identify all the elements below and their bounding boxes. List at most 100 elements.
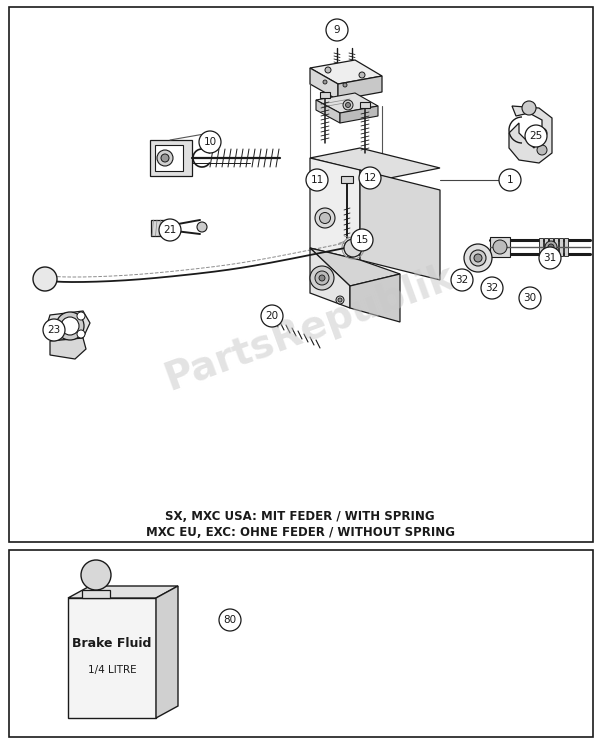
Text: 31: 31 <box>544 253 557 263</box>
Circle shape <box>522 101 536 115</box>
Bar <box>554 238 558 256</box>
Circle shape <box>77 330 85 338</box>
Circle shape <box>325 67 331 73</box>
Text: MXC EU, EXC: OHNE FEDER / WITHOUT SPRING: MXC EU, EXC: OHNE FEDER / WITHOUT SPRING <box>146 526 455 539</box>
Circle shape <box>199 131 221 153</box>
Text: 1: 1 <box>507 175 514 185</box>
Circle shape <box>320 212 330 224</box>
Circle shape <box>537 145 547 155</box>
Circle shape <box>315 271 329 285</box>
Text: 11: 11 <box>311 175 324 185</box>
Polygon shape <box>310 248 400 286</box>
Polygon shape <box>310 60 382 84</box>
Bar <box>155 145 183 171</box>
Text: 1/4 LITRE: 1/4 LITRE <box>88 665 136 675</box>
Bar <box>82 590 110 598</box>
Circle shape <box>61 317 79 335</box>
Circle shape <box>197 222 207 232</box>
Polygon shape <box>350 274 400 322</box>
Circle shape <box>481 277 503 299</box>
Circle shape <box>470 250 486 266</box>
Polygon shape <box>338 76 382 100</box>
Bar <box>151 220 167 236</box>
Circle shape <box>310 266 334 290</box>
Text: 9: 9 <box>334 25 340 35</box>
Polygon shape <box>68 586 178 598</box>
Text: 21: 21 <box>163 225 176 235</box>
Circle shape <box>344 239 362 257</box>
Bar <box>341 176 353 183</box>
Circle shape <box>451 269 473 291</box>
Text: 32: 32 <box>455 275 468 285</box>
Polygon shape <box>156 586 178 718</box>
Circle shape <box>351 229 373 251</box>
Circle shape <box>159 219 181 241</box>
Circle shape <box>336 296 344 304</box>
Text: 12: 12 <box>364 173 377 183</box>
Circle shape <box>474 254 482 262</box>
Text: 23: 23 <box>48 325 61 335</box>
Bar <box>544 238 548 256</box>
Circle shape <box>499 169 521 191</box>
Circle shape <box>493 240 507 254</box>
Circle shape <box>157 150 173 166</box>
Bar <box>490 237 510 257</box>
Circle shape <box>326 19 348 41</box>
Circle shape <box>359 72 365 78</box>
Circle shape <box>343 83 347 87</box>
Text: 10: 10 <box>203 137 217 147</box>
Circle shape <box>525 125 547 147</box>
Text: Brake Fluid: Brake Fluid <box>72 637 152 650</box>
Polygon shape <box>310 248 350 308</box>
Circle shape <box>315 208 335 228</box>
Circle shape <box>519 287 541 309</box>
Circle shape <box>219 609 241 631</box>
Circle shape <box>343 100 353 110</box>
Circle shape <box>56 312 84 340</box>
Text: 30: 30 <box>523 293 536 303</box>
Text: SX, MXC USA: MIT FEDER / WITH SPRING: SX, MXC USA: MIT FEDER / WITH SPRING <box>165 509 435 523</box>
Circle shape <box>261 305 283 327</box>
Bar <box>360 102 370 108</box>
Bar <box>559 238 563 256</box>
Circle shape <box>323 80 327 84</box>
Polygon shape <box>360 170 440 280</box>
Polygon shape <box>310 68 338 100</box>
Circle shape <box>306 169 328 191</box>
Bar <box>539 238 543 256</box>
Bar <box>9 7 593 542</box>
Circle shape <box>161 154 169 162</box>
Circle shape <box>537 128 547 138</box>
Polygon shape <box>340 106 378 123</box>
Circle shape <box>545 241 557 253</box>
Text: 15: 15 <box>355 235 368 245</box>
Polygon shape <box>316 100 340 123</box>
Text: 80: 80 <box>223 615 237 625</box>
Circle shape <box>319 275 325 281</box>
Circle shape <box>346 102 350 108</box>
Circle shape <box>43 319 65 341</box>
Polygon shape <box>46 311 90 341</box>
Polygon shape <box>310 148 440 178</box>
Circle shape <box>548 244 554 250</box>
Bar <box>320 92 330 98</box>
Polygon shape <box>50 338 86 359</box>
Circle shape <box>33 267 57 291</box>
Polygon shape <box>310 158 360 260</box>
Text: 20: 20 <box>265 311 279 321</box>
Bar <box>549 238 553 256</box>
Circle shape <box>464 244 492 272</box>
Circle shape <box>539 247 561 269</box>
Bar <box>9 550 593 737</box>
Circle shape <box>77 312 85 320</box>
Bar <box>150 140 192 176</box>
Text: 25: 25 <box>529 131 542 141</box>
Text: 32: 32 <box>485 283 498 293</box>
Polygon shape <box>316 93 378 113</box>
Circle shape <box>359 167 381 189</box>
Bar <box>564 238 568 256</box>
Polygon shape <box>509 106 552 163</box>
Circle shape <box>81 560 111 590</box>
Text: PartsRepublik: PartsRepublik <box>160 258 461 398</box>
Polygon shape <box>68 598 156 718</box>
